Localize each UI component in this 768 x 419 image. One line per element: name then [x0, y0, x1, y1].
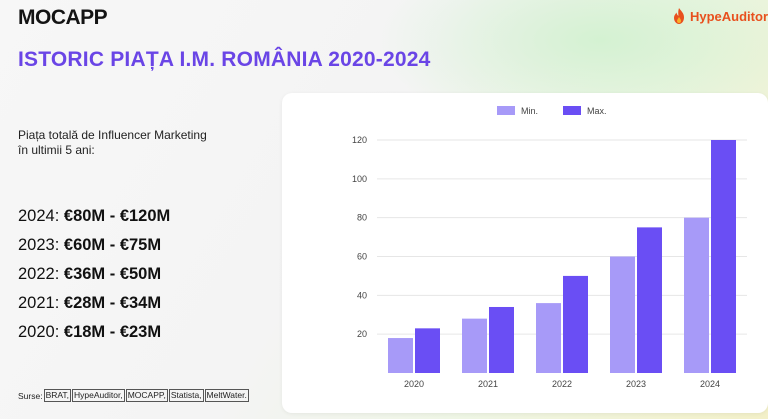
mocapp-logo: MOCAPP: [18, 6, 108, 29]
legend-label: Max.: [587, 106, 607, 116]
range-year: 2020:: [18, 323, 60, 341]
hypeauditor-logo: HypeAuditor: [672, 8, 768, 24]
range-year: 2023:: [18, 236, 60, 254]
intro-text: Piața totală de Influencer Marketing în …: [18, 128, 207, 157]
bar-min: [462, 318, 487, 373]
bar-max: [415, 328, 440, 373]
source-link[interactable]: BRAT,: [43, 389, 72, 402]
legend-label: Min.: [521, 106, 538, 116]
bar-max: [711, 140, 736, 373]
range-value: €60M - €75M: [63, 236, 162, 254]
page-title: ISTORIC PIAȚA I.M. ROMÂNIA 2020-2024: [18, 48, 431, 71]
x-tick-label: 2023: [626, 379, 646, 389]
range-item: 2023: €60M - €75M: [18, 231, 170, 260]
bar-max: [637, 227, 662, 373]
bar-min: [388, 338, 413, 373]
bar-min: [684, 217, 709, 373]
range-year: 2021:: [18, 294, 60, 312]
range-item: 2022: €36M - €50M: [18, 260, 170, 289]
bar-min: [536, 303, 561, 373]
y-tick-label: 100: [352, 174, 367, 184]
range-item: 2020: €18M - €23M: [18, 318, 170, 347]
source-link[interactable]: MeltWater.: [204, 389, 249, 402]
sources-line: Surse: BRAT, HypeAuditor, MOCAPP, Statis…: [18, 389, 249, 402]
y-tick-label: 80: [357, 213, 367, 223]
range-item: 2024: €80M - €120M: [18, 202, 170, 231]
range-value: €28M - €34M: [63, 294, 162, 312]
chart-card: 20 40 60 80 100 120 2020 2021 2022 2023 2024 Min. Ma…: [282, 93, 768, 413]
range-item: 2021: €28M - €34M: [18, 289, 170, 318]
market-bar-chart: 20 40 60 80 100 120 2020 2021 2022 2023 2024 Min. Ma…: [352, 106, 747, 389]
legend-swatch: [563, 106, 581, 115]
source-link[interactable]: Statista,: [168, 389, 204, 402]
y-tick-label: 60: [357, 252, 367, 262]
range-year: 2022:: [18, 265, 60, 283]
market-ranges-list: 2024: €80M - €120M 2023: €60M - €75M 202…: [18, 202, 170, 347]
sources-label: Surse:: [18, 390, 43, 401]
flame-icon: [674, 8, 684, 24]
bar-max: [489, 306, 514, 373]
range-value: €36M - €50M: [63, 265, 162, 283]
y-tick-label: 120: [352, 135, 367, 145]
bar-max: [563, 275, 588, 373]
source-link[interactable]: HypeAuditor,: [72, 389, 125, 402]
x-tick-label: 2022: [552, 379, 572, 389]
y-tick-label: 40: [357, 290, 367, 300]
x-tick-label: 2024: [700, 379, 720, 389]
range-value: €18M - €23M: [63, 323, 162, 341]
x-tick-label: 2021: [478, 379, 498, 389]
x-tick-label: 2020: [404, 379, 424, 389]
source-link[interactable]: MOCAPP,: [125, 389, 168, 402]
range-year: 2024:: [18, 207, 60, 225]
range-value: €80M - €120M: [63, 207, 171, 225]
y-tick-label: 20: [357, 329, 367, 339]
partner-name: HypeAuditor: [690, 8, 768, 24]
legend-swatch: [497, 106, 515, 115]
bar-min: [610, 256, 635, 373]
